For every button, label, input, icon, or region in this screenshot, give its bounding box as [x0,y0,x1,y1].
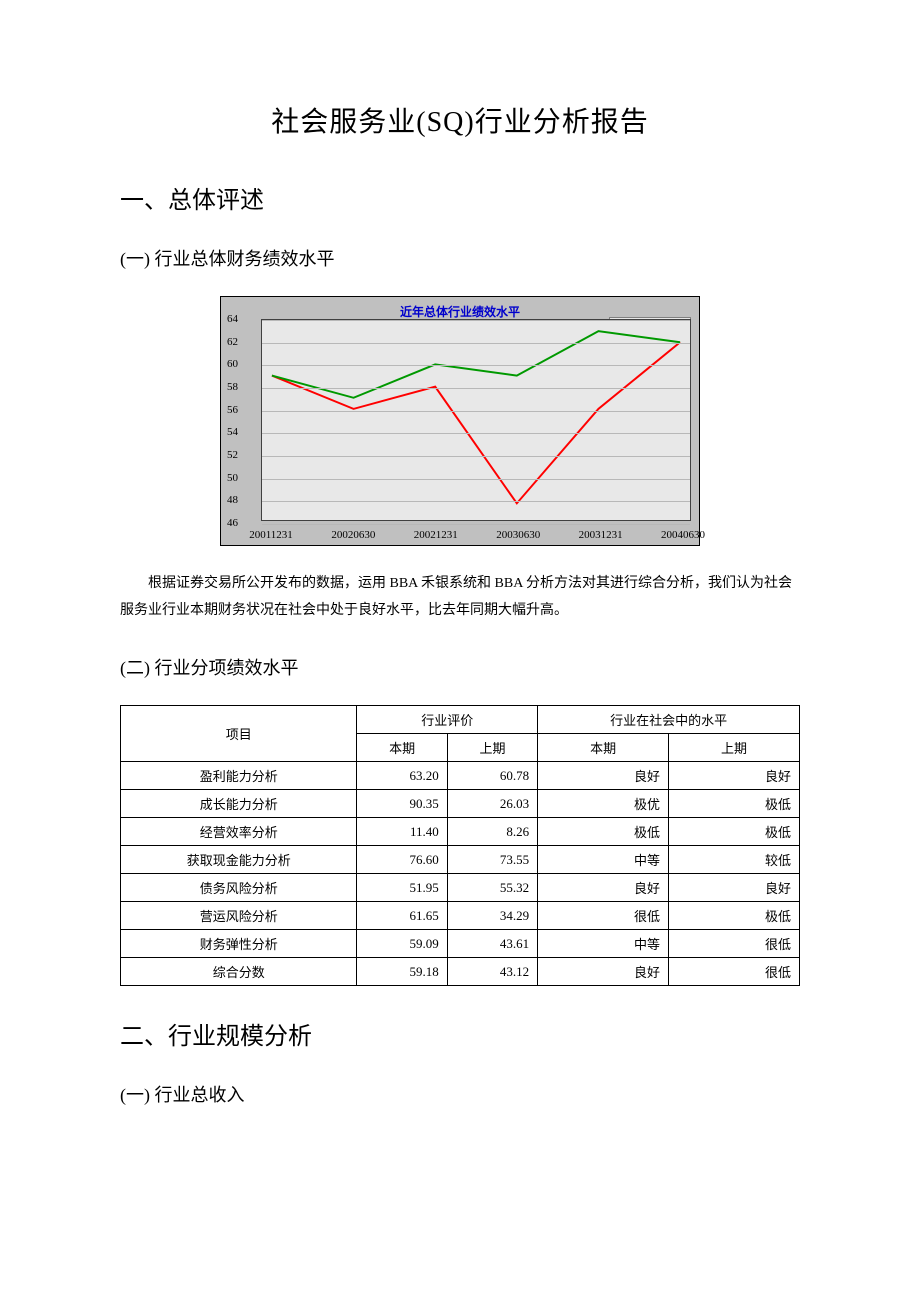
chart-gridline [262,411,690,412]
chart-gridline [262,456,690,457]
row-eval-prev: 60.78 [447,762,537,790]
row-eval-prev: 43.61 [447,930,537,958]
row-label: 盈利能力分析 [121,762,357,790]
chart-x-tick-label: 20021231 [414,529,458,541]
chart-gridline [262,365,690,366]
section-2-heading: 二、行业规模分析 [120,1016,800,1051]
performance-chart-container: 近年总体行业绩效水平 社会服务业 社会平均 464850525456586062… [120,296,800,546]
row-level-current: 中等 [538,930,669,958]
row-eval-current: 11.40 [357,818,447,846]
th-group-eval: 行业评价 [357,706,538,734]
row-level-prev: 良好 [669,762,800,790]
table-row: 获取现金能力分析76.6073.55中等较低 [121,846,800,874]
chart-plot-area [261,319,691,521]
table-row: 财务弹性分析59.0943.61中等很低 [121,930,800,958]
row-eval-prev: 43.12 [447,958,537,986]
row-label: 财务弹性分析 [121,930,357,958]
row-label: 债务风险分析 [121,874,357,902]
chart-gridline [262,433,690,434]
row-eval-current: 51.95 [357,874,447,902]
row-eval-current: 63.20 [357,762,447,790]
th-project: 项目 [121,706,357,762]
chart-x-tick-label: 20020630 [331,529,375,541]
chart-gridline [262,501,690,502]
row-level-prev: 极低 [669,818,800,846]
row-eval-current: 90.35 [357,790,447,818]
th-eval-prev: 上期 [447,734,537,762]
row-eval-current: 59.18 [357,958,447,986]
table-row: 债务风险分析51.9555.32良好良好 [121,874,800,902]
chart-y-tick-label: 50 [227,472,238,484]
section-1-1-heading: (一) 行业总体财务绩效水平 [120,245,800,271]
section-1-heading: 一、总体评述 [120,180,800,215]
th-group-level: 行业在社会中的水平 [538,706,800,734]
th-level-current: 本期 [538,734,669,762]
table-row: 综合分数59.1843.12良好很低 [121,958,800,986]
chart-x-tick-label: 20030630 [496,529,540,541]
row-eval-prev: 8.26 [447,818,537,846]
table-row: 营运风险分析61.6534.29很低极低 [121,902,800,930]
row-label: 成长能力分析 [121,790,357,818]
row-eval-current: 59.09 [357,930,447,958]
chart-y-tick-label: 48 [227,494,238,506]
performance-line-chart: 近年总体行业绩效水平 社会服务业 社会平均 464850525456586062… [220,296,700,546]
chart-x-tick-label: 20011231 [249,529,293,541]
row-eval-prev: 34.29 [447,902,537,930]
th-eval-current: 本期 [357,734,447,762]
chart-gridline [262,479,690,480]
row-label: 获取现金能力分析 [121,846,357,874]
row-eval-current: 61.65 [357,902,447,930]
chart-y-tick-label: 58 [227,381,238,393]
chart-series-svg [262,320,690,520]
row-level-current: 中等 [538,846,669,874]
chart-gridline [262,388,690,389]
table-row: 盈利能力分析63.2060.78良好良好 [121,762,800,790]
row-level-current: 良好 [538,874,669,902]
row-level-current: 良好 [538,958,669,986]
row-level-prev: 很低 [669,958,800,986]
performance-table: 项目 行业评价 行业在社会中的水平 本期 上期 本期 上期 盈利能力分析63.2… [120,705,800,986]
row-eval-prev: 26.03 [447,790,537,818]
row-level-prev: 较低 [669,846,800,874]
chart-y-tick-label: 46 [227,517,238,529]
document-title: 社会服务业(SQ)行业分析报告 [120,100,800,140]
chart-y-tick-label: 64 [227,313,238,325]
chart-y-tick-label: 60 [227,358,238,370]
row-label: 经营效率分析 [121,818,357,846]
row-level-prev: 很低 [669,930,800,958]
row-eval-prev: 55.32 [447,874,537,902]
row-level-prev: 良好 [669,874,800,902]
chart-y-tick-label: 52 [227,449,238,461]
table-row: 经营效率分析11.408.26极低极低 [121,818,800,846]
chart-gridline [262,524,690,525]
table-row: 成长能力分析90.3526.03极优极低 [121,790,800,818]
row-label: 综合分数 [121,958,357,986]
chart-gridline [262,343,690,344]
chart-y-tick-label: 62 [227,336,238,348]
row-level-current: 很低 [538,902,669,930]
row-eval-current: 76.60 [357,846,447,874]
row-level-prev: 极低 [669,902,800,930]
row-level-current: 极低 [538,818,669,846]
section-2-1-heading: (一) 行业总收入 [120,1081,800,1107]
row-eval-prev: 73.55 [447,846,537,874]
chart-y-tick-label: 56 [227,404,238,416]
chart-gridline [262,320,690,321]
chart-x-tick-label: 20031231 [579,529,623,541]
row-level-current: 极优 [538,790,669,818]
chart-x-tick-label: 20040630 [661,529,705,541]
section-1-2-heading: (二) 行业分项绩效水平 [120,654,800,680]
chart-y-tick-label: 54 [227,426,238,438]
analysis-paragraph: 根据证券交易所公开发布的数据，运用 BBA 禾银系统和 BBA 分析方法对其进行… [120,571,800,624]
th-level-prev: 上期 [669,734,800,762]
row-level-prev: 极低 [669,790,800,818]
row-label: 营运风险分析 [121,902,357,930]
row-level-current: 良好 [538,762,669,790]
